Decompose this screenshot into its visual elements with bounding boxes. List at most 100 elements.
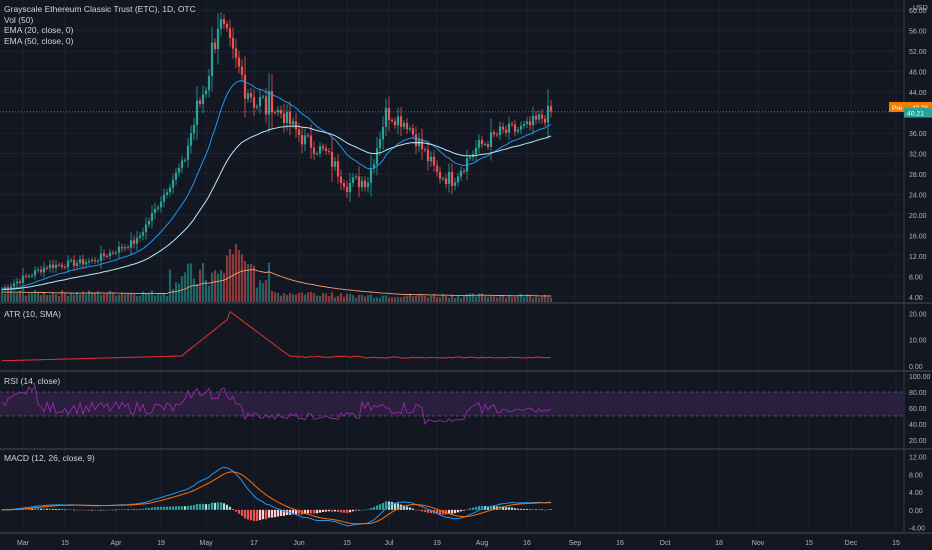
macd-bar: [147, 507, 151, 510]
candle: [498, 121, 502, 141]
macd-bar: [453, 509, 457, 514]
candle: [276, 106, 280, 117]
macd-bar: [273, 509, 277, 518]
macd-bar: [276, 509, 280, 517]
macd-bar: [222, 503, 226, 510]
macd-bar: [336, 509, 340, 512]
macd-bar: [504, 507, 508, 510]
macd-title[interactable]: MACD (12, 26, close, 9): [4, 453, 95, 463]
candle: [255, 103, 259, 111]
macd-bar: [24, 508, 28, 510]
time-tick-label: Jun: [293, 540, 304, 547]
macd-bar: [186, 505, 190, 510]
macd-bar: [477, 506, 481, 510]
macd-bar: [525, 508, 529, 510]
axes: 60.00 56.00 52.00 48.00 44.00 40.00 36.00 32.00…: [17, 5, 932, 547]
macd-bar: [522, 508, 526, 510]
candle: [72, 255, 76, 271]
macd-bar: [471, 507, 475, 510]
candle: [114, 250, 118, 255]
price-tick-label: 32.00: [909, 152, 927, 159]
macd-bar: [132, 509, 136, 510]
legend-ema20[interactable]: EMA (20, close, 0): [4, 25, 74, 35]
macd-bar: [183, 506, 187, 510]
candle: [450, 163, 454, 195]
candle: [282, 103, 286, 133]
price-tick-label: 16.00: [909, 233, 927, 240]
macd-bar: [126, 509, 130, 511]
candle: [3, 284, 7, 292]
candle: [231, 27, 235, 60]
macd-tick-label: 0.00: [909, 508, 923, 515]
macd-bar: [81, 509, 85, 511]
candle: [252, 88, 256, 116]
candle: [462, 168, 466, 175]
candle: [477, 134, 481, 154]
macd-bar: [405, 506, 409, 510]
candle: [63, 264, 67, 270]
macd-bar: [447, 509, 451, 514]
candle: [435, 160, 439, 177]
macd-bar: [102, 509, 106, 511]
candle: [0, 286, 4, 293]
chart-title[interactable]: Grayscale Ethereum Classic Trust (ETC), …: [4, 4, 196, 14]
candle: [123, 244, 127, 252]
macd-bar: [489, 506, 493, 510]
candle: [525, 117, 529, 128]
macd-bar: [360, 509, 364, 511]
candle: [513, 119, 517, 137]
macd-bar: [171, 506, 175, 510]
candle: [300, 126, 304, 154]
candle: [339, 169, 343, 191]
candle: [75, 259, 79, 270]
macd-bar: [378, 504, 382, 510]
atr-title[interactable]: ATR (10, SMA): [4, 309, 61, 319]
candle: [33, 266, 37, 280]
macd-bar: [279, 509, 283, 516]
candle: [531, 106, 535, 135]
macd-bar: [168, 506, 172, 510]
candle: [6, 284, 10, 292]
macd-bar: [396, 503, 400, 510]
time-tick-label: 15: [805, 540, 813, 547]
macd-bar: [33, 508, 37, 510]
macd-bar: [198, 503, 202, 510]
candle: [102, 249, 106, 261]
candle: [144, 217, 148, 240]
atr-tick-label: 20.00: [909, 311, 927, 318]
macd-bar: [528, 509, 532, 510]
candle: [168, 183, 172, 197]
macd-bar: [312, 509, 316, 514]
price-tick-label: 8.00: [909, 274, 923, 281]
rsi-title[interactable]: RSI (14, close): [4, 376, 61, 386]
macd-bar: [531, 509, 535, 510]
candle: [309, 124, 313, 159]
legend-volume[interactable]: Vol (50): [4, 14, 34, 25]
macd-bar: [513, 508, 517, 510]
atr-tick-label: 0.00: [909, 364, 923, 371]
candle: [195, 86, 199, 140]
price-tick-label: 28.00: [909, 172, 927, 179]
price-tick-label: 60.00: [909, 8, 927, 15]
candle: [480, 136, 484, 148]
macd-bar: [45, 508, 49, 510]
legend-ema50[interactable]: EMA (50, close, 0): [4, 35, 74, 46]
candle: [99, 245, 103, 269]
macd-bar: [492, 506, 496, 510]
candle: [432, 150, 436, 172]
signal-line: [2, 471, 552, 525]
candle: [519, 121, 523, 135]
ema20-line: [1, 79, 552, 290]
macd-bar: [327, 509, 331, 512]
candle: [108, 248, 112, 260]
candle: [279, 105, 283, 119]
candle: [492, 129, 496, 137]
rsi-tick-label: 20.00: [909, 438, 927, 445]
candle: [324, 144, 328, 155]
price-tick-label: 4.00: [909, 295, 923, 302]
candle: [486, 140, 490, 151]
candle: [180, 155, 184, 173]
time-tick-label: Aug: [476, 540, 489, 547]
macd-bar: [423, 509, 427, 512]
